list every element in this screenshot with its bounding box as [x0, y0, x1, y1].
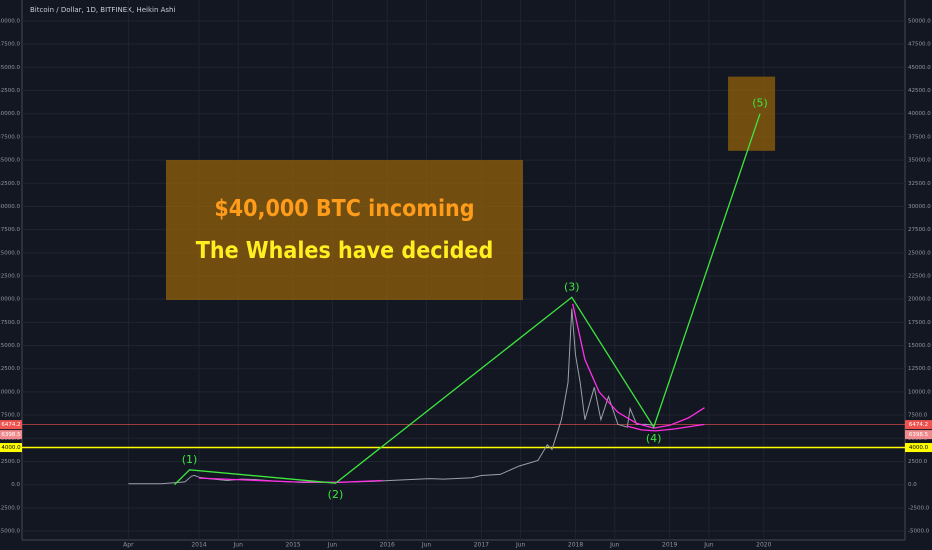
price-label-bg [905, 420, 932, 430]
x-tick-label: Jun [703, 542, 714, 549]
y-tick-label: 30000.0 [908, 204, 931, 210]
y-tick-label: 35000.0 [0, 158, 20, 164]
y-tick-label: 25000.0 [908, 250, 931, 256]
x-tick-label: Jun [421, 542, 432, 549]
price-label-bg [0, 420, 22, 430]
y-tick-label: 47500.0 [0, 42, 20, 48]
x-tick-label: 2017 [474, 542, 489, 549]
x-tick-label: 2019 [662, 542, 677, 549]
x-tick-label: Jun [515, 542, 526, 549]
y-tick-label: 25000.0 [0, 250, 20, 256]
wave-label: (5) [752, 97, 768, 110]
y-tick-label: 17500.0 [0, 320, 20, 326]
y-tick-label: 50000.0 [908, 19, 931, 25]
wave-label: (1) [182, 453, 198, 466]
y-tick-label: 20000.0 [0, 297, 20, 303]
y-tick-label: 0.0 [908, 482, 917, 488]
x-tick-label: 2014 [191, 542, 206, 549]
x-tick-label: 2015 [285, 542, 300, 549]
x-tick-label: Apr [123, 542, 134, 549]
y-tick-label: 37500.0 [0, 134, 20, 140]
y-tick-label: 47500.0 [908, 42, 931, 48]
price-label: 6474.2 [1, 422, 20, 428]
y-tick-label: 7500.0 [1, 413, 21, 419]
y-tick-label: 2500.0 [908, 459, 928, 465]
y-tick-label: 12500.0 [908, 366, 931, 372]
y-tick-label: 37500.0 [908, 134, 931, 140]
price-label: 6398.5 [1, 432, 21, 438]
y-tick-label: 32500.0 [908, 181, 931, 187]
x-tick-label: 2018 [568, 542, 583, 549]
price-label-bg [0, 430, 22, 440]
y-tick-label: 27500.0 [0, 227, 20, 233]
y-tick-label: 22500.0 [908, 274, 931, 280]
price-label-bg [905, 443, 932, 453]
wave-label: (2) [328, 488, 344, 501]
y-tick-label: 10000.0 [908, 389, 931, 395]
y-tick-label: 15000.0 [908, 343, 931, 349]
chart-title: Bitcoin / Dollar, 1D, BITFINEX, Heikin A… [30, 6, 175, 14]
series-line [128, 308, 654, 485]
price-label-bg [905, 430, 932, 440]
series-line [174, 113, 761, 486]
y-tick-label: 17500.0 [908, 320, 931, 326]
wave-label: (3) [564, 280, 580, 293]
callout-box: $40,000 BTC incoming The Whales have dec… [166, 160, 523, 300]
y-tick-label: 27500.0 [908, 227, 931, 233]
y-tick-label: 12500.0 [0, 366, 20, 372]
y-tick-label: -2500.0 [908, 505, 930, 511]
x-tick-label: Jun [327, 542, 338, 549]
x-tick-label: 2020 [756, 542, 771, 549]
y-tick-label: 40000.0 [0, 111, 20, 117]
y-tick-label: 20000.0 [908, 297, 931, 303]
x-tick-label: Jun [609, 542, 620, 549]
y-tick-label: 42500.0 [908, 88, 931, 94]
callout-line: The Whales have decided [195, 238, 494, 264]
callout-line: $40,000 BTC incoming [214, 196, 475, 222]
y-tick-label: -2500.0 [0, 505, 20, 511]
y-tick-label: 32500.0 [0, 181, 20, 187]
price-label: 4000.0 [909, 445, 929, 451]
y-tick-label: 45000.0 [0, 65, 20, 71]
y-tick-label: 7500.0 [908, 413, 928, 419]
y-tick-label: 15000.0 [0, 343, 20, 349]
y-tick-label: 0.0 [11, 482, 20, 488]
y-tick-label: 2500.0 [1, 459, 21, 465]
price-label: 4000.0 [1, 445, 21, 451]
price-label: 6398.5 [909, 432, 929, 438]
x-tick-label: Jun [233, 542, 244, 549]
x-tick-label: 2016 [380, 542, 395, 549]
series-line [572, 303, 705, 429]
price-label: 6474.2 [909, 422, 928, 428]
y-tick-label: 35000.0 [908, 158, 931, 164]
series-line [198, 477, 383, 483]
series-line [627, 423, 705, 432]
y-tick-label: -5000.0 [908, 529, 930, 535]
y-tick-label: 30000.0 [0, 204, 20, 210]
price-label-bg [0, 443, 22, 453]
y-tick-label: 22500.0 [0, 274, 20, 280]
wave-label: (4) [646, 432, 662, 445]
y-tick-label: 40000.0 [908, 111, 931, 117]
y-tick-label: 50000.0 [0, 19, 20, 25]
y-tick-label: 10000.0 [0, 389, 20, 395]
y-tick-label: 45000.0 [908, 65, 931, 71]
y-tick-label: 42500.0 [0, 88, 20, 94]
y-tick-label: -5000.0 [0, 529, 20, 535]
